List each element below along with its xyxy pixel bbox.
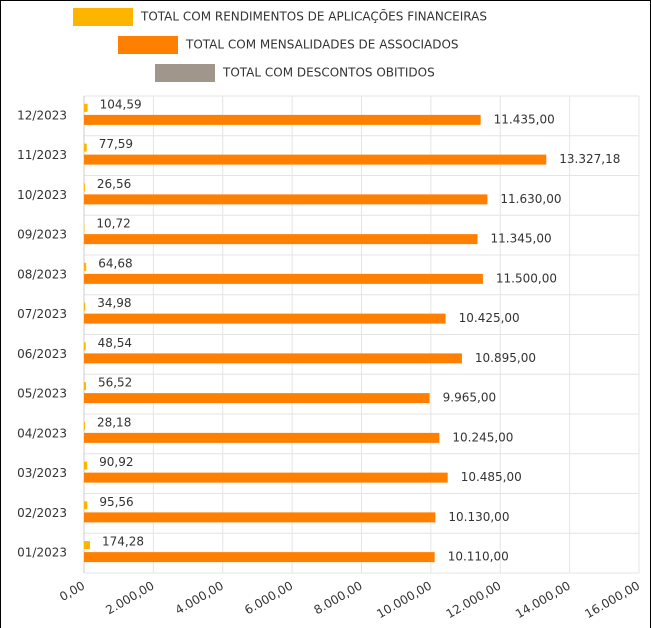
bar [84,472,448,483]
value-label: 10.425,00 [459,311,520,325]
bar [84,183,85,192]
bar [84,273,483,284]
value-label: 11.630,00 [500,192,561,206]
y-tick-label: 07/2023 [17,307,67,321]
value-label: 34,98 [97,296,131,310]
x-tick-label: 16.000,00 [582,579,642,622]
value-label: 10.485,00 [461,470,522,484]
value-label: 48,54 [98,336,132,350]
legend-swatch [155,64,215,82]
value-label: 13.327,18 [559,152,620,166]
y-tick-label: 10/2023 [17,188,67,202]
y-tick-label: 09/2023 [17,228,67,242]
bar [84,234,478,245]
x-tick-label: 0,00 [57,579,87,604]
value-label: 28,18 [97,415,131,429]
value-label: 10.895,00 [475,351,536,365]
bar [84,143,87,152]
bar [84,421,85,430]
y-tick-label: 02/2023 [17,506,67,520]
value-label: 90,92 [99,455,133,469]
bar [84,154,547,165]
x-tick-label: 10.000,00 [374,579,434,622]
y-tick-label: 12/2023 [17,108,67,122]
bar [84,194,488,205]
value-label: 95,56 [99,495,133,509]
value-label: 10.110,00 [448,550,509,564]
value-label: 10.130,00 [448,510,509,524]
bar [84,393,430,404]
value-label: 77,59 [99,137,133,151]
legend-label: TOTAL COM DESCONTOS OBITIDOS [222,66,435,80]
bar [84,461,88,470]
value-label: 9.965,00 [443,391,496,405]
x-tick-label: 4.000,00 [173,579,226,618]
value-label: 10.245,00 [452,430,513,444]
bar [84,552,435,563]
value-label: 10,72 [96,217,130,231]
value-label: 104,59 [100,97,142,111]
bar [84,541,91,550]
y-tick-label: 01/2023 [17,546,67,560]
bar [84,382,86,391]
bar [84,114,481,125]
bar [84,353,462,364]
y-tick-label: 03/2023 [17,466,67,480]
bar [84,262,87,271]
legend-swatch [73,8,133,26]
bar [84,103,88,112]
value-label: 11.435,00 [494,112,555,126]
bar [84,302,86,311]
legend-label: TOTAL COM MENSALIDADES DE ASSOCIADOS [185,38,459,52]
x-tick-label: 6.000,00 [242,579,295,618]
y-tick-label: 11/2023 [17,148,67,162]
value-label: 64,68 [98,256,132,270]
value-label: 11.500,00 [496,271,557,285]
bar [84,313,446,324]
value-label: 11.345,00 [491,232,552,246]
bar [84,512,436,523]
bar [84,501,88,510]
y-tick-label: 04/2023 [17,426,67,440]
x-tick-label: 2.000,00 [103,579,156,618]
bar [84,342,86,351]
y-tick-label: 05/2023 [17,387,67,401]
value-label: 26,56 [97,177,131,191]
x-tick-label: 8.000,00 [311,579,364,618]
x-tick-label: 14.000,00 [513,579,573,622]
y-tick-label: 06/2023 [17,347,67,361]
value-label: 56,52 [98,376,132,390]
value-label: 174,28 [102,535,144,549]
y-tick-label: 08/2023 [17,267,67,281]
x-tick-label: 12.000,00 [444,579,504,622]
legend-label: TOTAL COM RENDIMENTOS DE APLICAÇÕES FINA… [140,9,487,24]
bar [84,432,440,443]
legend-swatch [118,36,178,54]
